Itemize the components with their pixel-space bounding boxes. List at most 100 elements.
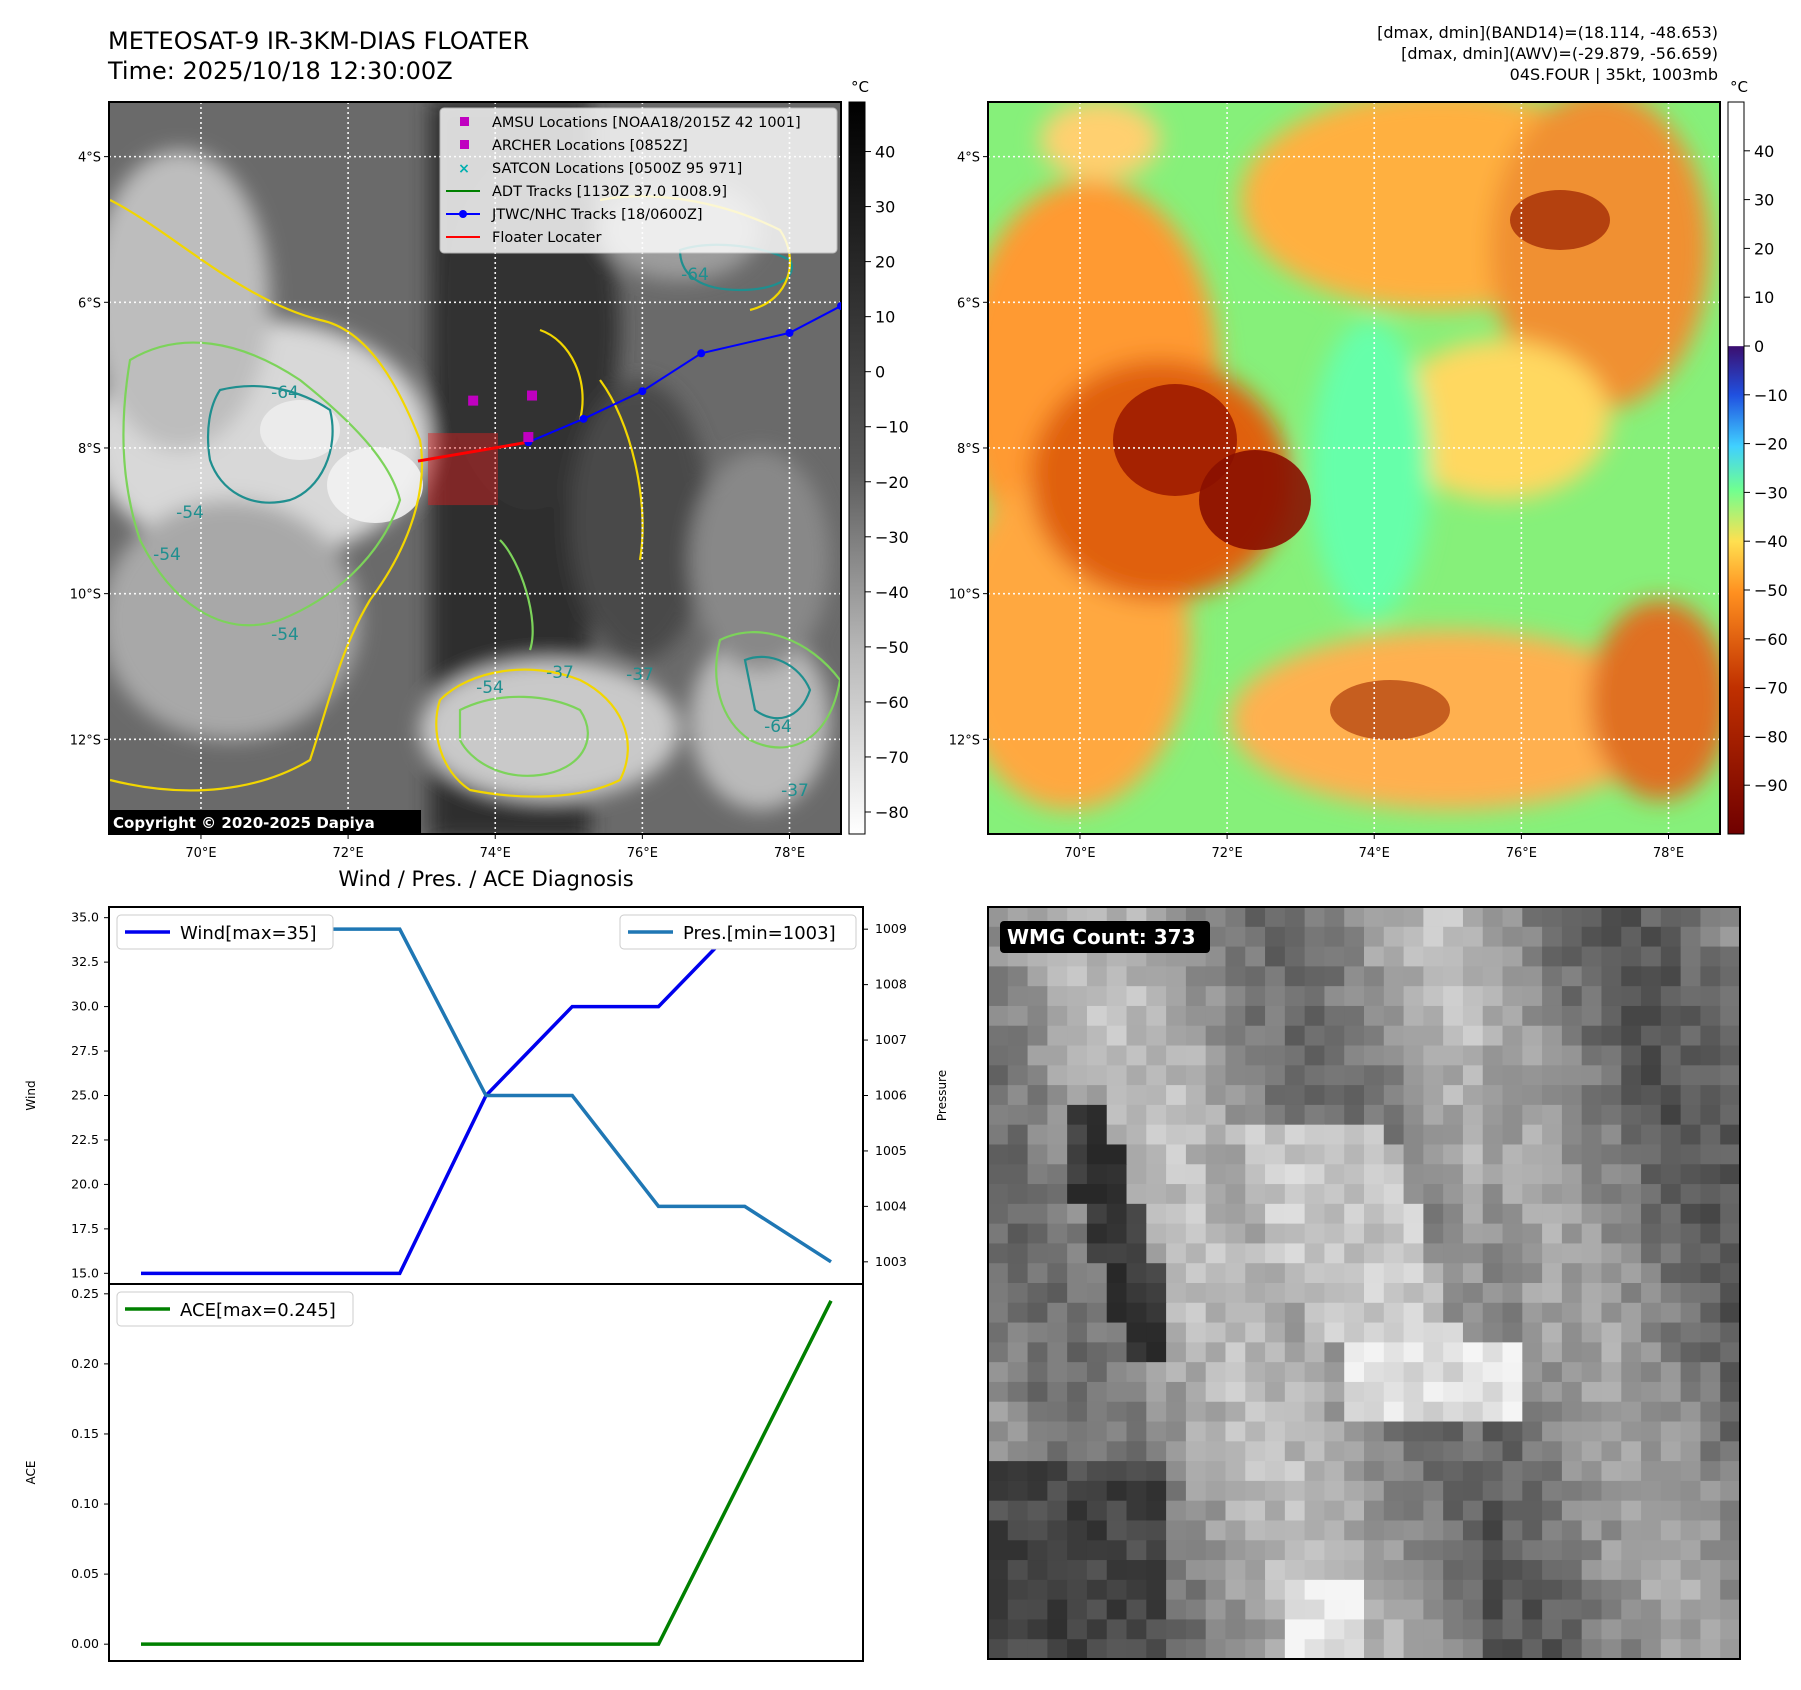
wmg-pixel [1383,1045,1405,1066]
wmg-pixel [1542,1005,1563,1027]
wmg-pixel [1007,1540,1029,1561]
wmg-pixel [1581,1144,1603,1165]
wmg-pixel [1423,946,1444,967]
wmg-pixel [1680,1540,1702,1561]
wmg-pixel [988,1243,1009,1264]
wmg-pixel [1146,1263,1167,1284]
wmg-pixel [1126,1263,1147,1284]
wmg-pixel [1542,1045,1563,1066]
wmg-pixel [1462,1579,1484,1601]
wmg-pixel [1265,1124,1286,1146]
wmg-pixel [1561,1005,1583,1027]
wmg-pixel [1502,1065,1523,1086]
wmg-pixel [1324,1560,1345,1581]
wmg-pixel [1700,1104,1721,1126]
wmg-pixel [1403,1283,1424,1304]
wmg-pixel [1542,1480,1563,1502]
wmg-pixel [1166,1381,1187,1403]
wmg-pixel [1324,1025,1345,1047]
wmg-pixel [1166,1104,1187,1126]
wmg-pixel [1680,1619,1702,1640]
wmg-pixel [1502,1480,1523,1502]
wmg-pixel [1245,1203,1266,1225]
wmg-pixel [1106,1283,1128,1304]
ir-axis-labels: 70°E 72°E 74°E 76°E 78°E4°S6°S8°S10°S12°S [70,151,805,861]
wmg-pixel [1462,1500,1484,1522]
wmg-pixel [1146,1461,1167,1482]
wmg-pixel [1245,1322,1266,1343]
wmg-pixel [1205,1362,1227,1383]
wmg-pixel [1007,986,1029,1007]
wmg-pixel [1284,1520,1306,1541]
wmg-pixel [1324,946,1345,967]
wmg-pixel [1086,1401,1108,1423]
wmg-pixel [1185,966,1207,987]
wmg-pixel [1383,1302,1405,1324]
wmg-pixel [1443,986,1464,1007]
wmg-pixel [1265,1302,1286,1324]
wmg-pixel [1561,907,1583,928]
wmg-pixel [1383,1441,1405,1462]
wmg-pixel [1641,1401,1662,1423]
wmg-pixel [1720,1203,1740,1225]
wmg-pixel [1403,1401,1424,1423]
wmg-pixel [1324,1401,1345,1423]
wmg-pixel [1106,1500,1128,1522]
wmg-pixel [1007,1164,1029,1185]
wmg-pixel [1502,986,1523,1007]
wmg-pixel [1443,1025,1464,1047]
wmg-pixel [1205,966,1227,987]
copyright-label: Copyright © 2020-2025 Dapiya [109,810,421,834]
wmg-pixel [1324,1500,1345,1522]
wmg-pixel [1106,1104,1128,1126]
wmg-pixel [1462,1560,1484,1581]
wmg-pixel [1443,966,1464,987]
wmg-pixel [1344,1500,1365,1522]
wmg-pixel [1502,1025,1523,1047]
wmg-pixel [1601,926,1622,948]
wmg-pixel [1265,1401,1286,1423]
wmg-pixel [1522,1381,1543,1403]
wmg-pixel [1383,1381,1405,1403]
wmg-pixel [988,1599,1009,1621]
wmg-pixel [1027,1124,1048,1146]
wmg-pixel [988,1104,1009,1126]
wmg-pixel [1720,1441,1740,1462]
wmg-pixel [1047,1362,1068,1383]
wmg-pixel [1344,1322,1365,1343]
wmg-pixel [1700,1164,1721,1185]
wmg-pixel [1621,1243,1642,1264]
wmg-pixel [1462,1124,1484,1146]
wmg-pixel [988,1441,1009,1462]
wmg-pixel [1027,1223,1048,1245]
wmg-pixel [1086,1599,1108,1621]
pressure-axis-label: 1008 [875,977,907,992]
wmg-pixel [1443,1124,1464,1146]
wmg-pixel [1423,1124,1444,1146]
wmg-pixel [1225,1065,1246,1086]
wmg-pixel [1462,966,1484,987]
wv-colorbar-label: −50 [1754,581,1788,600]
wmg-pixel [1106,1164,1128,1185]
wmg-pixel [1067,1599,1088,1621]
wmg-pixel [1443,1342,1464,1363]
wind-axis-label: 22.5 [71,1132,99,1147]
wmg-pixel [1601,946,1622,967]
wmg-pixel [1126,1223,1147,1245]
wmg-pixel [1660,1302,1682,1324]
wmg-pixel [1324,1381,1345,1403]
wmg-pixel [1482,1560,1504,1581]
wv-lon-label: 72°E [1211,846,1242,861]
ir-lon-label: 70°E [185,846,216,861]
wmg-pixel [1660,1085,1682,1106]
wmg-pixel [1700,1065,1721,1086]
wmg-pixel [1581,1302,1603,1324]
wmg-pixel [1482,1579,1504,1601]
wmg-pixel [1482,946,1504,967]
wmg-pixel [1126,1283,1147,1304]
wmg-pixel [1146,1421,1167,1442]
wmg-pixel [1423,1639,1444,1659]
ir-lon-label: 74°E [480,846,511,861]
wmg-pixel [1166,1639,1187,1659]
wmg-pixel [1542,1025,1563,1047]
